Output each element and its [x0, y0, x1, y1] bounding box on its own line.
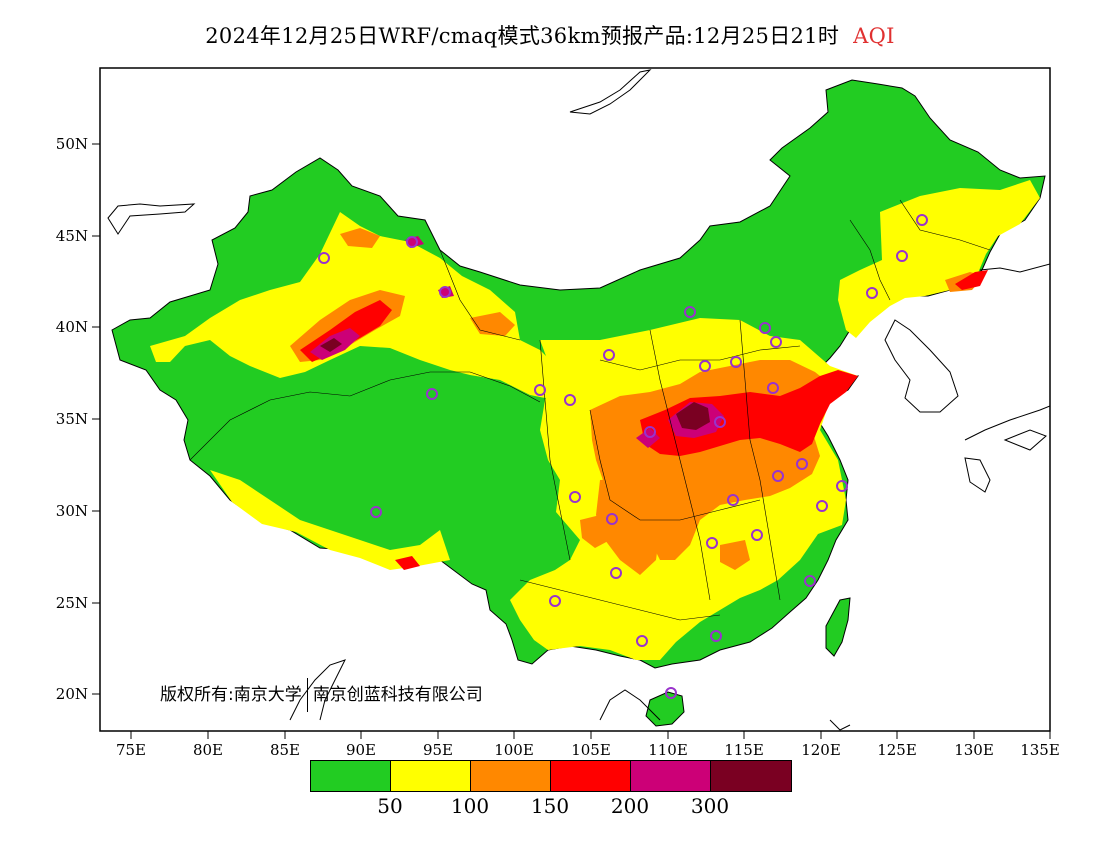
site-marker: [684, 306, 696, 318]
site-marker: [699, 360, 711, 372]
colorbar-swatch: [631, 761, 711, 791]
site-marker: [896, 250, 908, 262]
colorbar-label: 300: [690, 794, 730, 818]
longitude-labels: 75E 80E 85E 90E 95E 100E 105E 110E 115E …: [116, 741, 1060, 759]
colorbar-swatch: [471, 761, 551, 791]
site-marker: [318, 252, 330, 264]
site-marker: [534, 384, 546, 396]
lon-label: 85E: [270, 741, 300, 759]
site-marker: [759, 322, 771, 334]
province-boundaries: [189, 199, 991, 621]
site-marker: [406, 236, 418, 248]
site-marker: [751, 529, 763, 541]
lat-label: 40N: [56, 318, 88, 336]
site-marker: [603, 349, 615, 361]
colorbar-swatch: [551, 761, 631, 791]
site-marker: [370, 506, 382, 518]
lon-label: 120E: [801, 741, 841, 759]
site-marker: [836, 480, 848, 492]
lat-label: 20N: [56, 685, 88, 703]
colorbar-label: 200: [610, 794, 650, 818]
map-title: 2024年12月25日WRF/cmaq模式36km预报产品:12月25日21时 A…: [0, 20, 1100, 50]
site-marker: [644, 426, 656, 438]
lat-label: 35N: [56, 410, 88, 428]
taiwan-island: [825, 597, 851, 657]
lon-label: 125E: [877, 741, 917, 759]
title-variable: AQI: [853, 24, 895, 48]
site-marker: [767, 382, 779, 394]
site-marker: [706, 537, 718, 549]
lon-label: 80E: [193, 741, 223, 759]
lat-label: 45N: [56, 227, 88, 245]
hainan-island: [645, 691, 685, 727]
latitude-axis: [92, 143, 100, 695]
site-marker: [714, 416, 726, 428]
lat-label: 25N: [56, 594, 88, 612]
colorbar-swatch: [711, 761, 791, 791]
lat-label: 50N: [56, 135, 88, 153]
aqi-colorbar: [310, 760, 792, 792]
lon-label: 90E: [346, 741, 376, 759]
site-marker: [772, 470, 784, 482]
lon-label: 130E: [954, 741, 994, 759]
lat-label: 30N: [56, 502, 88, 520]
lon-label: 75E: [116, 741, 146, 759]
copyright-text: 版权所有:南京大学 南京创蓝科技有限公司: [160, 678, 483, 712]
site-marker: [569, 491, 581, 503]
neighbor-outlines: [107, 69, 1050, 731]
lon-label: 115E: [724, 741, 764, 759]
site-marker: [426, 388, 438, 400]
colorbar-label: 150: [530, 794, 570, 818]
lon-label: 100E: [494, 741, 534, 759]
copyright-owner: 版权所有:南京大学: [160, 685, 302, 705]
site-marker: [730, 356, 742, 368]
map-frame: [99, 67, 1051, 732]
site-marker: [770, 336, 782, 348]
copyright-separator: [306, 678, 308, 712]
colorbar-swatch: [311, 761, 391, 791]
colorbar-swatch: [391, 761, 471, 791]
site-marker: [727, 494, 739, 506]
site-marker: [665, 687, 677, 699]
latitude-labels: 50N 45N 40N 35N 30N 25N 20N: [56, 135, 88, 703]
site-marker: [549, 595, 561, 607]
site-marker: [610, 567, 622, 579]
site-marker: [796, 458, 808, 470]
site-marker: [804, 575, 816, 587]
site-marker: [816, 500, 828, 512]
site-marker: [710, 630, 722, 642]
site-marker: [866, 287, 878, 299]
aqi-maroon-zones: [320, 338, 710, 430]
colorbar-label: 50: [377, 794, 403, 818]
lon-label: 105E: [571, 741, 611, 759]
site-marker: [636, 635, 648, 647]
copyright-company: 南京创蓝科技有限公司: [312, 685, 483, 705]
lon-label: 110E: [648, 741, 688, 759]
title-main: 2024年12月25日WRF/cmaq模式36km预报产品:12月25日21时: [205, 24, 840, 48]
site-markers: [318, 214, 928, 699]
site-marker: [606, 513, 618, 525]
site-marker: [439, 286, 451, 298]
longitude-axis: [130, 731, 1051, 739]
site-marker: [564, 394, 576, 406]
lon-label: 135E: [1020, 741, 1060, 759]
site-marker: [916, 214, 928, 226]
colorbar-label: 100: [450, 794, 490, 818]
lon-label: 95E: [423, 741, 453, 759]
